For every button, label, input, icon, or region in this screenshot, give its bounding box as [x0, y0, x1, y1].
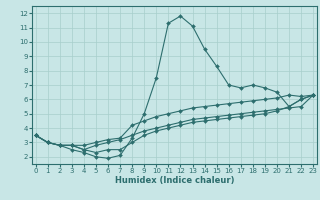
X-axis label: Humidex (Indice chaleur): Humidex (Indice chaleur): [115, 176, 234, 185]
